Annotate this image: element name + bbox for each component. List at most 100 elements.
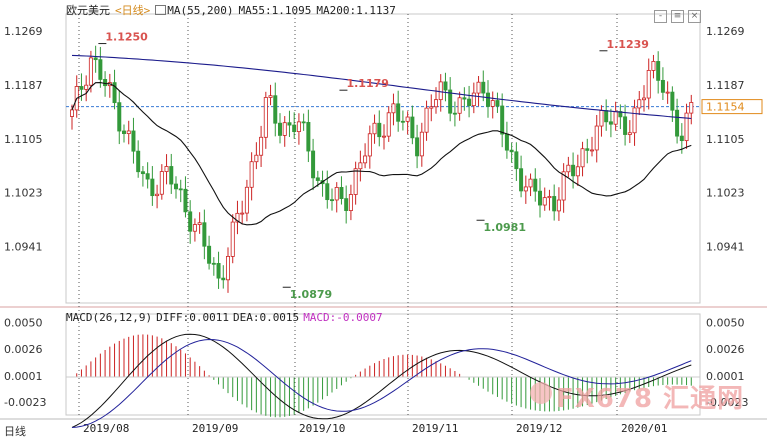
candle-body	[580, 148, 585, 168]
candle-body	[334, 187, 339, 201]
macd-diff: DIFF:0.0011	[156, 311, 229, 324]
candle-body	[348, 194, 353, 211]
macd-header: MACD(26,12,9) DIFF:0.0011 DEA:0.0015 MACD:-…	[66, 311, 387, 324]
candle-body	[604, 110, 609, 123]
candle-body	[419, 131, 424, 157]
candle-body	[249, 161, 254, 188]
candle-body	[528, 178, 533, 188]
candle-body	[538, 190, 543, 206]
candle-body	[112, 82, 117, 104]
candle-body	[173, 183, 178, 190]
y-tick-label-left: 1.0941	[4, 241, 43, 254]
candle-body	[192, 224, 197, 232]
candle-body	[660, 79, 665, 93]
candle-body	[519, 168, 524, 192]
y-tick-label-right: 1.1023	[706, 187, 745, 200]
macd-tick-label-left: 0.0001	[4, 370, 43, 383]
candle-body	[637, 99, 642, 109]
macd-tick-label-right: 0.0001	[706, 370, 745, 383]
candle-body	[476, 81, 481, 94]
y-tick-label-left: 1.1269	[4, 25, 43, 38]
candle-body	[656, 61, 661, 81]
ma200-label: MA200:1.1137	[316, 4, 396, 17]
ma-label: MA(55,200)	[167, 4, 234, 17]
candle-body	[301, 121, 306, 124]
settings-icon[interactable]: ≡	[671, 10, 684, 23]
candle-body	[391, 103, 396, 114]
y-tick-label-right: 1.1269	[706, 25, 745, 38]
candle-body	[306, 121, 311, 152]
candle-body	[259, 136, 264, 156]
candle-body	[533, 178, 538, 192]
price-panel-frame	[65, 13, 701, 304]
candle-body	[632, 107, 637, 134]
candle-body	[178, 188, 183, 191]
candle-body	[155, 193, 160, 197]
candle-body	[627, 132, 632, 135]
annotation-label: 1.1250	[105, 31, 148, 44]
macd-tick-label-left: 0.0050	[4, 317, 43, 330]
candle-body	[277, 122, 282, 136]
candle-body	[575, 166, 580, 177]
minimize-icon[interactable]: -	[654, 10, 667, 23]
ma-icon	[155, 5, 167, 15]
candle-body	[150, 178, 155, 197]
y-tick-label-left: 1.1105	[4, 133, 43, 146]
candle-body	[608, 121, 613, 125]
candle-body	[103, 79, 108, 87]
candle-body	[646, 70, 651, 99]
y-tick-label-right: 1.1187	[706, 79, 745, 92]
candle-body	[485, 92, 490, 107]
candle-body	[79, 86, 84, 90]
candle-body	[296, 121, 301, 133]
candle-body	[448, 89, 453, 114]
candle-body	[514, 151, 519, 170]
current-price-label: 1.1154	[706, 101, 745, 114]
candle-body	[268, 95, 273, 98]
x-tick-label: 2019/10	[299, 422, 345, 435]
candle-body	[590, 149, 595, 152]
candle-body	[131, 130, 136, 152]
candle-body	[481, 81, 486, 94]
candle-body	[159, 171, 164, 195]
candle-body	[585, 148, 590, 151]
candle-body	[84, 84, 89, 90]
candle-body	[571, 164, 576, 177]
annotation-label: 1.1239	[606, 38, 648, 51]
candle-body	[230, 221, 235, 257]
candle-body	[566, 164, 571, 173]
period-label[interactable]: <日线>	[115, 4, 151, 17]
candle-body	[254, 154, 259, 163]
candle-body	[462, 97, 467, 100]
candle-body	[197, 222, 202, 225]
close-icon[interactable]: ×	[688, 10, 701, 23]
macd-panel-frame	[65, 313, 701, 416]
candle-body	[623, 116, 628, 135]
candle-body	[98, 59, 103, 80]
candle-body	[344, 198, 349, 211]
candle-body	[263, 97, 268, 138]
y-tick-label-right: 1.0941	[706, 241, 745, 254]
candle-body	[500, 105, 505, 135]
candle-body	[490, 100, 495, 107]
candle-body	[117, 102, 122, 132]
macd-tick-label-right: -0.0023	[706, 396, 748, 409]
candle-body	[70, 109, 75, 117]
candle-body	[599, 110, 604, 127]
candle-body	[353, 168, 358, 195]
candle-body	[495, 100, 500, 107]
window-controls: - ≡ ×	[650, 3, 701, 23]
candle-body	[618, 111, 623, 118]
candle-body	[363, 155, 368, 164]
candle-body	[136, 150, 141, 173]
annotation-label: 1.0879	[290, 288, 332, 301]
candle-body	[207, 245, 212, 264]
ma200-line	[71, 54, 692, 120]
candle-body	[287, 122, 292, 126]
candle-body	[547, 196, 552, 199]
candle-body	[689, 102, 694, 114]
period-tab[interactable]: 日线	[4, 425, 26, 438]
candle-body	[509, 149, 514, 153]
candle-body	[372, 122, 377, 135]
candle-body	[415, 137, 420, 157]
